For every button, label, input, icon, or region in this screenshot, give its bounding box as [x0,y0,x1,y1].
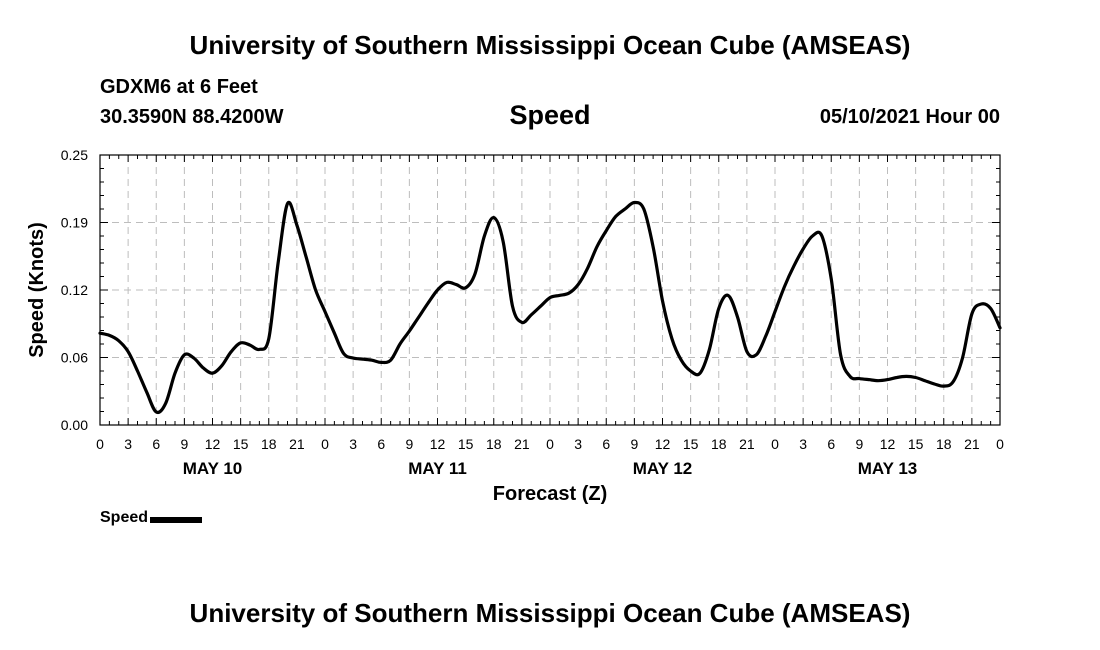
x-tick-label: 15 [458,436,474,452]
x-tick-label: 12 [655,436,671,452]
day-label: MAY 13 [858,459,918,478]
legend: Speed [100,509,203,527]
x-tick-label: 9 [855,436,863,452]
speed-series-line [98,200,1002,415]
x-tick-label: 3 [574,436,582,452]
chart-axes [99,154,1001,426]
x-tick-label: 18 [711,436,727,452]
coordinates-label: 30.3590N 88.4200W [100,106,284,128]
x-tick-label: 21 [964,436,980,452]
x-tick-label: 12 [430,436,446,452]
y-tick-label: 0.00 [61,417,88,433]
legend-swatch [150,516,203,523]
x-tick-label: 0 [546,436,554,452]
x-tick-label: 6 [602,436,610,452]
x-tick-label: 9 [180,436,188,452]
x-tick-label: 0 [996,436,1004,452]
x-tick-label: 15 [683,436,699,452]
x-tick-label: 9 [630,436,638,452]
x-tick-label: 21 [289,436,305,452]
y-axis-label: Speed (Knots) [26,222,48,358]
x-tick-label: 18 [936,436,952,452]
x-tick-label: 0 [771,436,779,452]
x-tick-label: 6 [152,436,160,452]
x-tick-label: 18 [486,436,502,452]
day-label: MAY 11 [408,459,467,478]
x-tick-label: 6 [827,436,835,452]
chart-title-bottom: University of Southern Mississippi Ocean… [189,598,911,628]
station-label: GDXM6 at 6 Feet [100,76,258,98]
x-tick-label: 9 [405,436,413,452]
x-tick-label: 12 [205,436,221,452]
x-tick-label: 6 [377,436,385,452]
chart-grid [100,155,1000,425]
x-tick-label: 3 [349,436,357,452]
day-label: MAY 10 [183,459,243,478]
y-tick-label: 0.06 [61,350,88,366]
y-tick-label: 0.12 [61,282,88,298]
x-tick-label: 0 [321,436,329,452]
x-tick-label: 18 [261,436,277,452]
y-tick-label: 0.25 [61,147,88,163]
x-axis-label: Forecast (Z) [493,483,607,505]
day-label: MAY 12 [633,459,693,478]
y-axis-ticks: 0.00 0.06 0.12 0.19 0.25 [61,147,88,433]
chart-title-top: University of Southern Mississippi Ocean… [189,30,911,60]
x-tick-label: 3 [799,436,807,452]
x-tick-label: 15 [908,436,924,452]
forecast-timestamp: 05/10/2021 Hour 00 [819,106,1000,128]
x-axis-ticks: 0 3 6 9 12 15 18 21 0 3 6 9 12 15 18 21 0 3 6 9 12 15 18 21 0 3 6 9… [96,436,1004,452]
x-tick-label: 15 [233,436,249,452]
x-tick-label: 12 [880,436,896,452]
day-labels: MAY 10 MAY 11 MAY 12 MAY 13 [183,459,918,478]
x-tick-label: 21 [739,436,755,452]
plot-title: Speed [509,100,591,130]
x-tick-label: 21 [514,436,530,452]
x-tick-label: 3 [124,436,132,452]
y-tick-label: 0.19 [61,215,88,231]
legend-label: Speed [100,509,149,526]
x-tick-label: 0 [96,436,104,452]
